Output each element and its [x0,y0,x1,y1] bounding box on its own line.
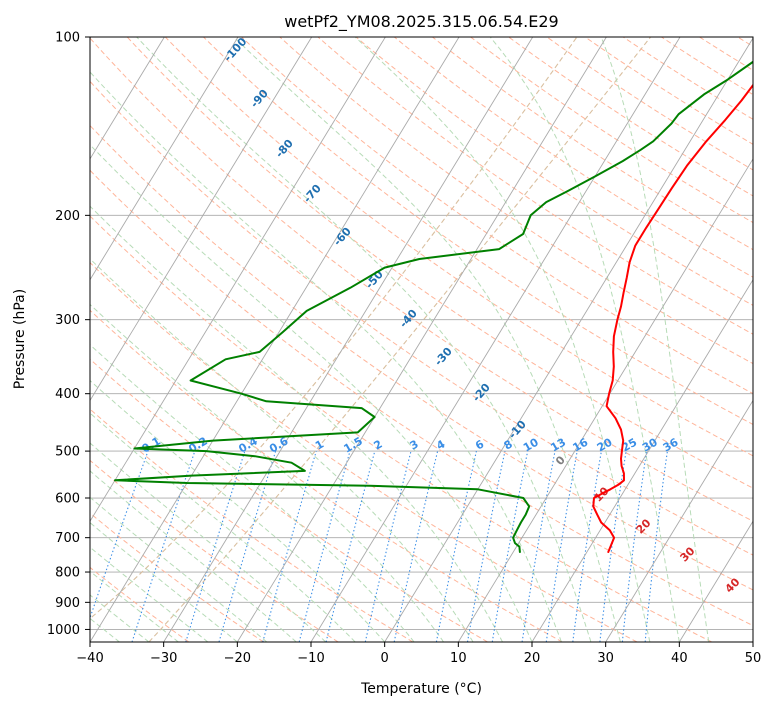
dry-adiabat-line [164,37,753,457]
isotherm-line [90,37,165,160]
moist-adiabat-line [354,37,651,642]
isotherm-line [678,520,753,642]
dewpoint-trace [114,60,753,553]
temperature-trace [592,83,753,553]
y-tick-label: 1000 [47,623,80,638]
isotherm-line [90,37,313,402]
dry-adiabat-line [279,37,753,365]
moist-adiabat-line [90,71,562,642]
moist-adiabat-line [90,496,268,642]
x-tick-label: −40 [76,651,103,666]
reference-curve [148,37,652,642]
y-tick-label: 900 [55,596,80,611]
y-tick-label: 700 [55,531,80,546]
y-tick-label: 100 [55,31,80,46]
moist-adiabat-line [90,470,297,642]
dry-adiabat-line [241,37,753,395]
x-tick-label: −10 [297,651,324,666]
isotherm-line [457,158,753,642]
isotherm-line [384,37,753,642]
dry-adiabat-line [90,512,264,642]
moist-adiabat-line [90,303,444,642]
dry-adiabat-line [432,37,753,251]
mixing-ratio-line [262,450,317,642]
y-axis-label: Pressure (hPa) [12,289,28,389]
x-axis-label: Temperature (°C) [360,681,482,697]
moist-adiabat-line [90,522,238,642]
y-tick-label: 300 [55,313,80,328]
moist-adiabat-line [90,379,386,642]
moist-adiabat-line [90,570,179,642]
dry-adiabat-line [317,37,753,335]
x-tick-label: 50 [745,651,762,666]
plot-area: 0.1 0.2 0.4 0.6 1 1.5 2 3 4 6 8 10 13 16 20 25 30 36 -100… [90,37,753,642]
mixing-ratio-line [185,450,246,642]
isotherm-line [236,37,607,642]
moist-adiabat-line [136,37,592,642]
moist-adiabat-line [489,37,680,642]
isotherm-line [90,37,386,523]
dry-adiabat-line [90,459,339,642]
moist-adiabat-line [90,594,150,642]
x-tick-label: 20 [524,651,541,666]
mixing-ratio-line [325,450,376,642]
mixing-ratio-line [298,450,351,642]
dry-adiabat-line [90,37,753,522]
y-tick-label: 800 [55,566,80,581]
dry-adiabat-line [90,261,638,642]
chart-title: wetPf2_YM08.2025.315.06.54.E29 [284,12,558,32]
dry-adiabat-line [90,80,753,556]
mixing-ratio-line [572,451,602,642]
moist-adiabat-line [233,37,621,642]
dry-adiabat-line [90,215,712,642]
dry-adiabat-line [393,37,753,278]
y-tick-label: 400 [55,387,80,402]
mixing-ratio-line [218,450,277,642]
moist-adiabat-line [600,37,710,642]
x-tick-label: 10 [450,651,467,666]
moist-adiabat-line [90,442,327,642]
moist-adiabat-line [90,412,356,642]
isotherm-line [310,37,681,642]
x-tick-label: 0 [381,651,389,666]
x-tick-label: −20 [224,651,251,666]
dry-adiabat-line [546,37,753,171]
y-tick-label: 200 [55,209,80,224]
x-tick-label: −30 [150,651,177,666]
moist-adiabat-line [90,258,474,642]
y-tick-label: 600 [55,492,80,507]
dry-adiabat-line [90,408,414,642]
y-tick-label: 500 [55,445,80,460]
mixing-ratio-line [90,450,149,620]
x-tick-label: 40 [671,651,688,666]
dry-adiabat-line [90,124,753,591]
moist-adiabat-line [90,546,209,642]
isotherm-line [90,37,239,281]
moist-adiabat-line [90,144,533,642]
mixing-ratio-line [364,450,412,642]
mixing-ratio-line [621,451,648,642]
mixing-ratio-line [644,451,668,642]
isotherm-line [605,399,753,642]
x-tick-label: 30 [597,651,614,666]
isotherm-line [531,278,753,642]
isotherm-line [163,37,534,642]
dry-adiabat-line [203,37,753,425]
plot-frame [89,36,754,643]
